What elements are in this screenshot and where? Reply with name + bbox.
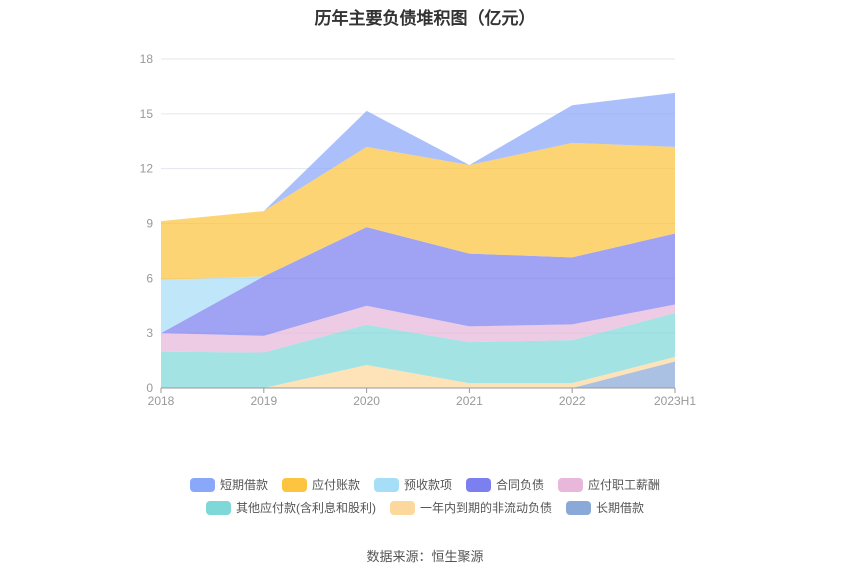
area-series-3	[161, 304, 675, 353]
legend-label: 长期借款	[596, 501, 645, 515]
legend-swatch	[389, 500, 415, 515]
area-series-4	[161, 227, 675, 336]
x-tick-label: 2019	[250, 394, 277, 408]
y-tick-label: 18	[140, 52, 154, 66]
legend-swatch	[558, 477, 584, 492]
legend-label: 短期借款	[219, 478, 268, 492]
y-tick-label: 12	[140, 162, 154, 176]
data-source: 数据来源：恒生聚源	[366, 549, 484, 564]
legend-item[interactable]: 合同负债	[466, 476, 544, 493]
y-tick-label: 6	[146, 271, 153, 285]
legend-swatch	[466, 477, 491, 492]
legend: 短期借款 应付账款 预收款项 合同负债 应付职工薪酬 其他应付款(含利息和股利) 一年内到…	[150, 473, 700, 519]
y-tick-label: 0	[146, 381, 153, 395]
area-series-6	[161, 142, 675, 280]
legend-item[interactable]: 预收款项	[373, 476, 452, 493]
legend-label: 合同负债	[496, 478, 545, 492]
legend-item[interactable]: 应付账款	[281, 476, 360, 493]
legend-swatch	[205, 500, 231, 515]
chart-plot: 0 3 6 9 12 15 18 2018 2019 2020 2021 2022 2023H1	[140, 52, 697, 408]
chart-title: 历年主要负债堆积图（亿元）	[314, 9, 536, 28]
x-tick-label: 2022	[559, 394, 586, 408]
legend-label: 其他应付款(含利息和股利)	[235, 501, 376, 515]
area-series-2	[161, 313, 675, 388]
y-tick-label: 15	[140, 107, 154, 121]
legend-item[interactable]: 其他应付款(含利息和股利)	[205, 499, 376, 516]
legend-swatch	[281, 477, 307, 492]
legend-label: 应付职工薪酬	[588, 478, 661, 492]
area-series-0	[161, 361, 675, 388]
x-tick-label: 2020	[353, 394, 380, 408]
y-tick-label: 9	[146, 217, 153, 231]
legend-swatch	[373, 477, 399, 492]
area-series-1	[161, 356, 675, 388]
legend-swatch	[189, 477, 215, 492]
x-tick-label: 2023H1	[654, 394, 696, 408]
legend-item[interactable]: 长期借款	[566, 499, 644, 516]
legend-item[interactable]: 一年内到期的非流动负债	[389, 499, 552, 516]
legend-label: 一年内到期的非流动负债	[419, 501, 552, 515]
x-tick-label: 2018	[148, 394, 175, 408]
legend-item[interactable]: 应付职工薪酬	[558, 476, 660, 493]
legend-swatch	[566, 500, 591, 515]
legend-item[interactable]: 短期借款	[189, 476, 268, 493]
legend-label: 预收款项	[403, 478, 452, 492]
y-tick-label: 3	[146, 326, 153, 340]
legend-label: 应付账款	[311, 478, 360, 492]
x-tick-label: 2021	[456, 394, 483, 408]
area-series-7	[161, 92, 675, 222]
